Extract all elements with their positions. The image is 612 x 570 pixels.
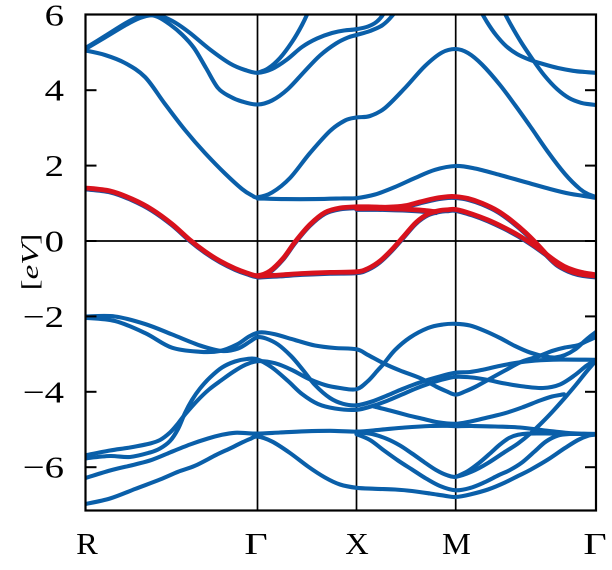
svg-text:M: M xyxy=(442,527,471,561)
svg-text:−2: −2 xyxy=(23,300,64,334)
svg-text:−6: −6 xyxy=(23,450,64,484)
svg-text:R: R xyxy=(76,527,99,561)
svg-text:6: 6 xyxy=(45,0,64,33)
svg-text:X: X xyxy=(345,527,369,561)
svg-text:0: 0 xyxy=(45,224,64,258)
svg-text:−4: −4 xyxy=(23,375,64,409)
svg-text:Γ: Γ xyxy=(583,526,606,560)
svg-text:[eV]: [eV] xyxy=(17,234,44,291)
svg-text:4: 4 xyxy=(45,73,64,107)
svg-text:2: 2 xyxy=(45,149,64,183)
svg-text:Γ: Γ xyxy=(244,526,267,560)
